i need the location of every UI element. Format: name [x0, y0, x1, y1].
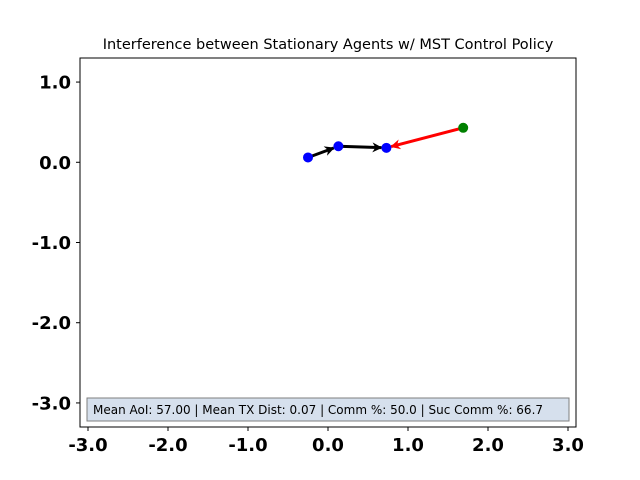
x-tick-label: 2.0 — [472, 435, 504, 456]
y-axis: 1.0 0.0 -1.0 -2.0 -3.0 — [32, 73, 80, 414]
x-tick-label: -3.0 — [68, 435, 107, 456]
stats-text: Mean AoI: 57.00 | Mean TX Dist: 0.07 | C… — [93, 403, 543, 417]
x-tick-label: 3.0 — [552, 435, 584, 456]
y-tick-label: -2.0 — [32, 313, 71, 334]
y-tick-label: -1.0 — [32, 233, 71, 254]
black-arrow — [338, 142, 383, 153]
blue-point — [333, 141, 344, 152]
y-tick-label: -3.0 — [32, 393, 71, 414]
x-tick-label: 1.0 — [392, 435, 424, 456]
y-tick-label: 1.0 — [39, 73, 71, 94]
x-tick-label: -1.0 — [228, 435, 267, 456]
y-tick-label: 0.0 — [39, 153, 71, 174]
blue-point — [381, 142, 392, 153]
points — [303, 122, 469, 163]
x-tick-label: -2.0 — [148, 435, 187, 456]
red-arrow — [390, 126, 464, 150]
blue-point — [303, 152, 313, 163]
green-point — [458, 122, 469, 133]
stats-box: Mean AoI: 57.00 | Mean TX Dist: 0.07 | C… — [86, 397, 570, 422]
x-axis: -3.0 -2.0 -1.0 0.0 1.0 2.0 3.0 — [68, 427, 584, 456]
x-tick-label: 0.0 — [312, 435, 344, 456]
chart-title: Interference between Stationary Agents w… — [103, 37, 554, 53]
plot-area — [79, 57, 577, 428]
